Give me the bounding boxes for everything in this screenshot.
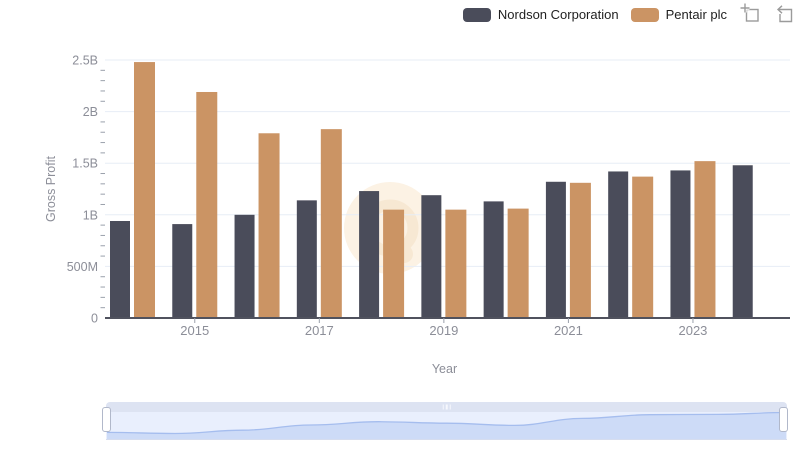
x-axis-title: Year bbox=[432, 362, 457, 376]
x-tick-label: 2017 bbox=[305, 323, 334, 338]
bar-nordson-2023[interactable] bbox=[670, 170, 691, 318]
bar-pentair-2015[interactable] bbox=[196, 91, 218, 318]
legend-item-pentair[interactable]: Pentair plc bbox=[630, 6, 727, 23]
bar-nordson-2019[interactable] bbox=[421, 195, 442, 318]
bar-pentair-2022[interactable] bbox=[632, 176, 654, 318]
y-tick-label: 2.5B bbox=[72, 54, 98, 68]
bar-pentair-2018[interactable] bbox=[383, 209, 405, 318]
bar-pentair-2017[interactable] bbox=[320, 129, 342, 318]
navigator-trend-line bbox=[106, 411, 787, 435]
bar-nordson-2024[interactable] bbox=[732, 165, 753, 318]
y-tick-label: 1B bbox=[83, 208, 98, 222]
bar-nordson-2021[interactable] bbox=[545, 181, 566, 318]
legend-swatch-nordson bbox=[462, 7, 491, 22]
zoom-in-icon bbox=[740, 3, 761, 26]
bar-pentair-2019[interactable] bbox=[445, 209, 467, 318]
bar-pentair-2023[interactable] bbox=[694, 161, 716, 318]
navigator-left-handle[interactable] bbox=[102, 407, 111, 432]
navigator-grip-icon bbox=[442, 404, 451, 410]
bar-pentair-2014[interactable] bbox=[134, 62, 155, 319]
legend-label-nordson: Nordson Corporation bbox=[497, 6, 619, 22]
bar-nordson-2018[interactable] bbox=[359, 191, 380, 318]
y-tick-label: 2B bbox=[83, 105, 98, 119]
reset-zoom-icon bbox=[773, 3, 795, 26]
navigator-right-handle[interactable] bbox=[779, 407, 788, 432]
bar-pentair-2021[interactable] bbox=[569, 182, 591, 318]
bar-nordson-2014[interactable] bbox=[110, 220, 130, 318]
navigator-scrollbar[interactable] bbox=[106, 402, 787, 412]
x-tick-label: 2021 bbox=[554, 323, 583, 338]
y-tick-label: 0 bbox=[91, 312, 98, 326]
legend-item-nordson[interactable]: Nordson Corporation bbox=[462, 6, 619, 23]
y-axis-title: Gross Profit bbox=[44, 155, 58, 222]
bar-nordson-2022[interactable] bbox=[608, 171, 629, 318]
zoom-in-button[interactable] bbox=[739, 3, 761, 26]
legend-label-pentair: Pentair plc bbox=[665, 6, 727, 22]
bar-pentair-2016[interactable] bbox=[258, 133, 280, 318]
range-navigator bbox=[0, 398, 800, 442]
bar-nordson-2017[interactable] bbox=[296, 200, 317, 318]
bar-pentair-2020[interactable] bbox=[507, 208, 529, 318]
reset-zoom-button[interactable] bbox=[773, 4, 795, 25]
navigator-preview-chart bbox=[106, 411, 787, 439]
x-tick-label: 2019 bbox=[429, 323, 458, 338]
x-tick-label: 2015 bbox=[180, 323, 209, 338]
y-tick-label: 1.5B bbox=[72, 157, 98, 171]
navigator-area-fill bbox=[107, 412, 786, 439]
navigator-track[interactable] bbox=[106, 411, 787, 440]
bar-nordson-2016[interactable] bbox=[234, 214, 255, 318]
bar-nordson-2020[interactable] bbox=[483, 201, 504, 318]
legend-swatch-pentair bbox=[630, 7, 659, 22]
x-tick-label: 2023 bbox=[678, 323, 707, 338]
legend: Nordson Corporation Pentair plc bbox=[462, 3, 795, 26]
bar-nordson-2015[interactable] bbox=[172, 224, 193, 318]
y-tick-label: 500M bbox=[67, 260, 98, 274]
bar-chart-canvas: 0 500M 1B 1.5B 2B 2.5B Gross Profit 2015 2017 201… bbox=[44, 54, 790, 376]
